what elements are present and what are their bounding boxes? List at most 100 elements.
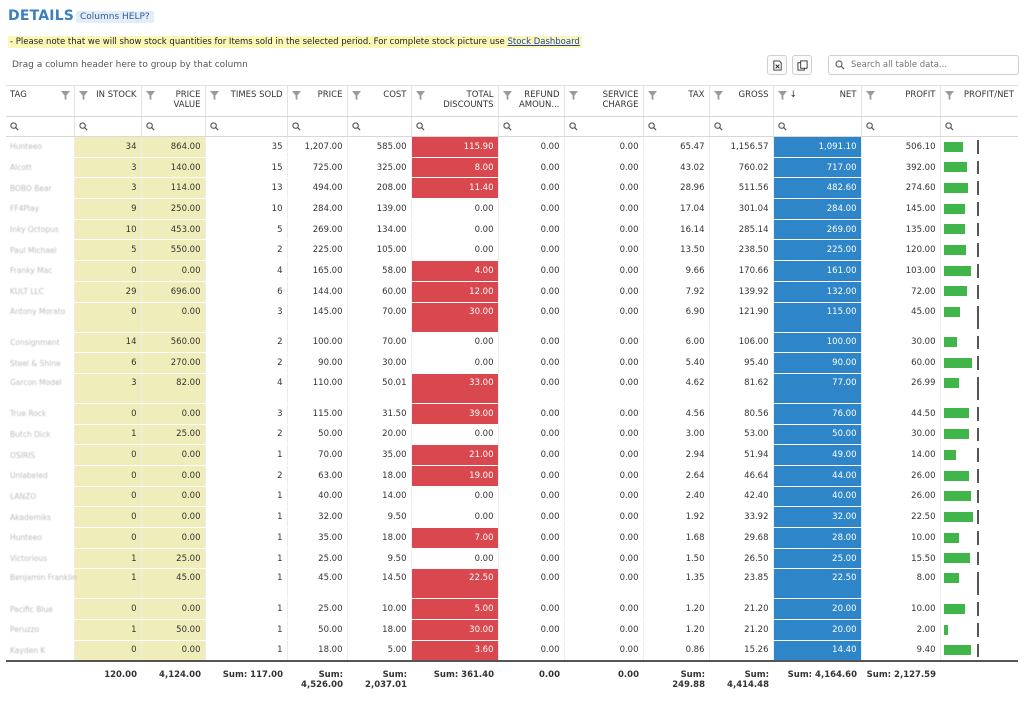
- cell-service-charge: 0.00: [563, 598, 643, 621]
- column-filter-tax[interactable]: [642, 116, 709, 137]
- cell-profit: 72.00: [860, 281, 940, 303]
- table-row[interactable]: Paul Michael 5 550.00 2 225.00 105.00 0.00 0.00…: [6, 239, 1018, 262]
- sort-descending-icon[interactable]: ↓: [789, 90, 798, 100]
- table-search-input[interactable]: [851, 60, 1011, 70]
- table-row[interactable]: Butch Dick 1 25.00 2 50.00 20.00 0.00 0.00 0.00 3…: [6, 424, 1018, 446]
- column-filter-price[interactable]: [286, 116, 347, 137]
- cell-total-discounts: 21.00: [410, 444, 498, 466]
- column-header-total-discounts[interactable]: TOTAL DISCOUNTS: [410, 85, 498, 117]
- filter-funnel-icon[interactable]: [865, 91, 875, 100]
- cell-tax: 6.00: [642, 332, 709, 354]
- table-row[interactable]: Consignment 14 560.00 2 100.00 70.00 0.00 0.00 0…: [6, 332, 1018, 354]
- table-row[interactable]: Unlabeled 0 0.00 2 63.00 18.00 19.00 0.00 0.00 2.…: [6, 465, 1018, 487]
- cell-tax: 2.94: [642, 444, 709, 466]
- filter-funnel-icon[interactable]: [60, 91, 70, 100]
- excel-export-button[interactable]: [767, 55, 787, 75]
- column-filter-cost[interactable]: [346, 116, 411, 137]
- cell-price-value: 45.00: [140, 568, 205, 600]
- column-header-net[interactable]: NET ↓: [772, 85, 861, 117]
- column-header-profit[interactable]: PROFIT: [860, 85, 940, 117]
- table-row[interactable]: KULT LLC 29 696.00 6 144.00 60.00 12.00 0.00 0.0…: [6, 281, 1018, 303]
- cell-profit-net: [939, 281, 1018, 303]
- table-row[interactable]: Steel & Shine 6 270.00 2 90.00 30.00 0.00 0.00 0…: [6, 352, 1018, 374]
- column-header-refund[interactable]: REFUND AMOUN...: [497, 85, 564, 117]
- cell-profit-net: [939, 619, 1018, 641]
- cell-cost: 30.00: [346, 352, 411, 374]
- column-header-label: GROSS: [738, 90, 769, 100]
- column-filter-net[interactable]: [772, 116, 861, 137]
- cell-total-discounts: 11.40: [410, 177, 498, 200]
- column-filter-refund[interactable]: [497, 116, 564, 137]
- table-row[interactable]: Franky Mac 0 0.00 4 165.00 58.00 4.00 0.00 0.00 9…: [6, 260, 1018, 282]
- column-header-cost[interactable]: COST: [346, 85, 411, 117]
- column-header-tag[interactable]: TAG: [6, 85, 74, 117]
- cell-price: 25.00: [286, 598, 347, 621]
- profit-net-marker: [976, 531, 979, 545]
- table-row[interactable]: Hunteeo 34 864.00 35 1,207.00 585.00 115.90 0.0…: [6, 136, 1018, 158]
- filter-funnel-icon[interactable]: [78, 91, 88, 100]
- filter-funnel-icon[interactable]: [568, 91, 578, 100]
- group-by-drop-zone[interactable]: Drag a column header here to group by th…: [12, 60, 248, 70]
- stock-dashboard-link[interactable]: Stock Dashboard: [507, 37, 580, 47]
- table-row[interactable]: OSIRIS 0 0.00 1 70.00 35.00 21.00 0.00 0.00 2.94 5…: [6, 444, 1018, 466]
- cell-times-sold: 2: [204, 424, 287, 446]
- cell-tax: 5.40: [642, 352, 709, 374]
- table-row[interactable]: BOBO Bear 3 114.00 13 494.00 208.00 11.40 0.00 0…: [6, 177, 1018, 200]
- column-filter-price-value[interactable]: [140, 116, 205, 137]
- filter-funnel-icon[interactable]: [145, 91, 155, 100]
- filter-funnel-icon[interactable]: [209, 91, 219, 100]
- column-header-profit-net[interactable]: PROFIT/NET: [939, 85, 1018, 117]
- cell-total-discounts: 0.00: [410, 332, 498, 354]
- table-row[interactable]: Garcon Model 3 82.00 4 110.00 50.01 33.00 0.00 0…: [6, 373, 1018, 404]
- filter-funnel-icon[interactable]: [944, 91, 954, 100]
- table-row[interactable]: Pacific Blue 0 0.00 1 25.00 10.00 5.00 0.00 0.00…: [6, 598, 1018, 621]
- copy-columns-button[interactable]: [792, 55, 812, 75]
- cell-in-stock: 0: [73, 444, 141, 466]
- column-header-price[interactable]: PRICE: [286, 85, 347, 117]
- table-row[interactable]: Inky Octopus 10 453.00 5 269.00 134.00 0.00 0.0…: [6, 219, 1018, 241]
- column-filter-profit[interactable]: [860, 116, 940, 137]
- table-row[interactable]: Akademiks 0 0.00 1 32.00 9.50 0.00 0.00 0.00 1.92…: [6, 506, 1018, 528]
- cell-price: 40.00: [286, 486, 347, 508]
- table-row[interactable]: Antony Morato 0 0.00 3 145.00 70.00 30.00 0.00 0…: [6, 302, 1018, 333]
- column-header-service-charge[interactable]: SERVICE CHARGE: [563, 85, 643, 117]
- filter-funnel-icon[interactable]: [713, 91, 723, 100]
- column-header-gross[interactable]: GROSS: [708, 85, 773, 117]
- table-row[interactable]: Peruzzo 1 50.00 1 50.00 18.00 30.00 0.00 0.00 1.2…: [6, 619, 1018, 641]
- column-filter-search-icon: [291, 122, 301, 131]
- table-search-box[interactable]: [828, 55, 1019, 75]
- cell-tag: Peruzzo: [6, 619, 74, 641]
- table-row[interactable]: FF4Play 9 250.00 10 284.00 139.00 0.00 0.00 0.00…: [6, 198, 1018, 220]
- table-row[interactable]: Victorious 1 25.00 1 25.00 9.50 0.00 0.00 0.00 1.…: [6, 548, 1018, 570]
- column-filter-tag[interactable]: [6, 116, 74, 137]
- filter-funnel-icon[interactable]: [351, 91, 361, 100]
- column-header-tax[interactable]: TAX: [642, 85, 709, 117]
- filter-funnel-icon[interactable]: [647, 91, 657, 100]
- table-row[interactable]: Hunteeo 0 0.00 1 35.00 18.00 7.00 0.00 0.00 1.68 2…: [6, 527, 1018, 549]
- filter-funnel-icon[interactable]: [777, 91, 787, 100]
- columns-help-button[interactable]: Columns HELP?: [76, 11, 154, 23]
- column-filter-total-discounts[interactable]: [410, 116, 498, 137]
- table-row[interactable]: LANZO 0 0.00 1 40.00 14.00 0.00 0.00 0.00 2.40 42.…: [6, 486, 1018, 508]
- column-filter-times-sold[interactable]: [204, 116, 287, 137]
- cell-cost: 9.50: [346, 506, 411, 528]
- filter-funnel-icon[interactable]: [502, 91, 512, 100]
- cell-cost: 105.00: [346, 239, 411, 262]
- table-row[interactable]: Benjamin Franklin 1 45.00 1 45.00 14.50 22.50 0…: [6, 568, 1018, 600]
- column-filter-profit-net[interactable]: [939, 116, 1018, 137]
- column-header-times-sold[interactable]: TIMES SOLD: [204, 85, 287, 117]
- filter-funnel-icon[interactable]: [291, 91, 301, 100]
- cell-in-stock: 0: [73, 260, 141, 282]
- column-filter-service-charge[interactable]: [563, 116, 643, 137]
- column-header-in-stock[interactable]: IN STOCK: [73, 85, 141, 117]
- filter-funnel-icon[interactable]: [415, 91, 425, 100]
- table-row[interactable]: Alcott 3 140.00 15 725.00 325.00 8.00 0.00 0.00 4…: [6, 157, 1018, 179]
- table-row[interactable]: True Rock 0 0.00 3 115.00 31.50 39.00 0.00 0.00 4…: [6, 403, 1018, 425]
- column-filter-gross[interactable]: [708, 116, 773, 137]
- table-row[interactable]: Kayden K 0 0.00 1 18.00 5.00 3.60 0.00 0.00 0.86 1…: [6, 640, 1018, 662]
- column-header-price-value[interactable]: PRICE VALUE: [140, 85, 205, 117]
- cell-gross: 121.90: [708, 302, 773, 333]
- cell-cost: 14.00: [346, 486, 411, 508]
- column-filter-in-stock[interactable]: [73, 116, 141, 137]
- cell-gross: 80.56: [708, 403, 773, 425]
